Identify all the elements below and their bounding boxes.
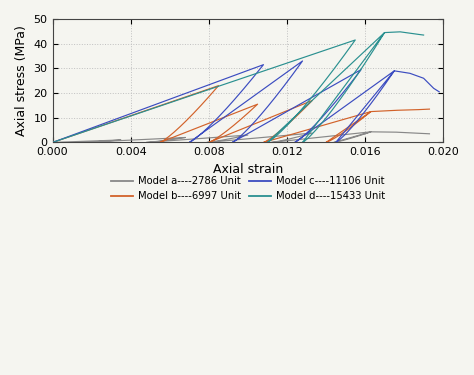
- Y-axis label: Axial stress (MPa): Axial stress (MPa): [15, 25, 28, 136]
- Legend: Model a----2786 Unit, Model b----6997 Unit, Model c----11106 Unit, Model d----15: Model a----2786 Unit, Model b----6997 Un…: [107, 172, 389, 206]
- X-axis label: Axial strain: Axial strain: [213, 163, 283, 176]
